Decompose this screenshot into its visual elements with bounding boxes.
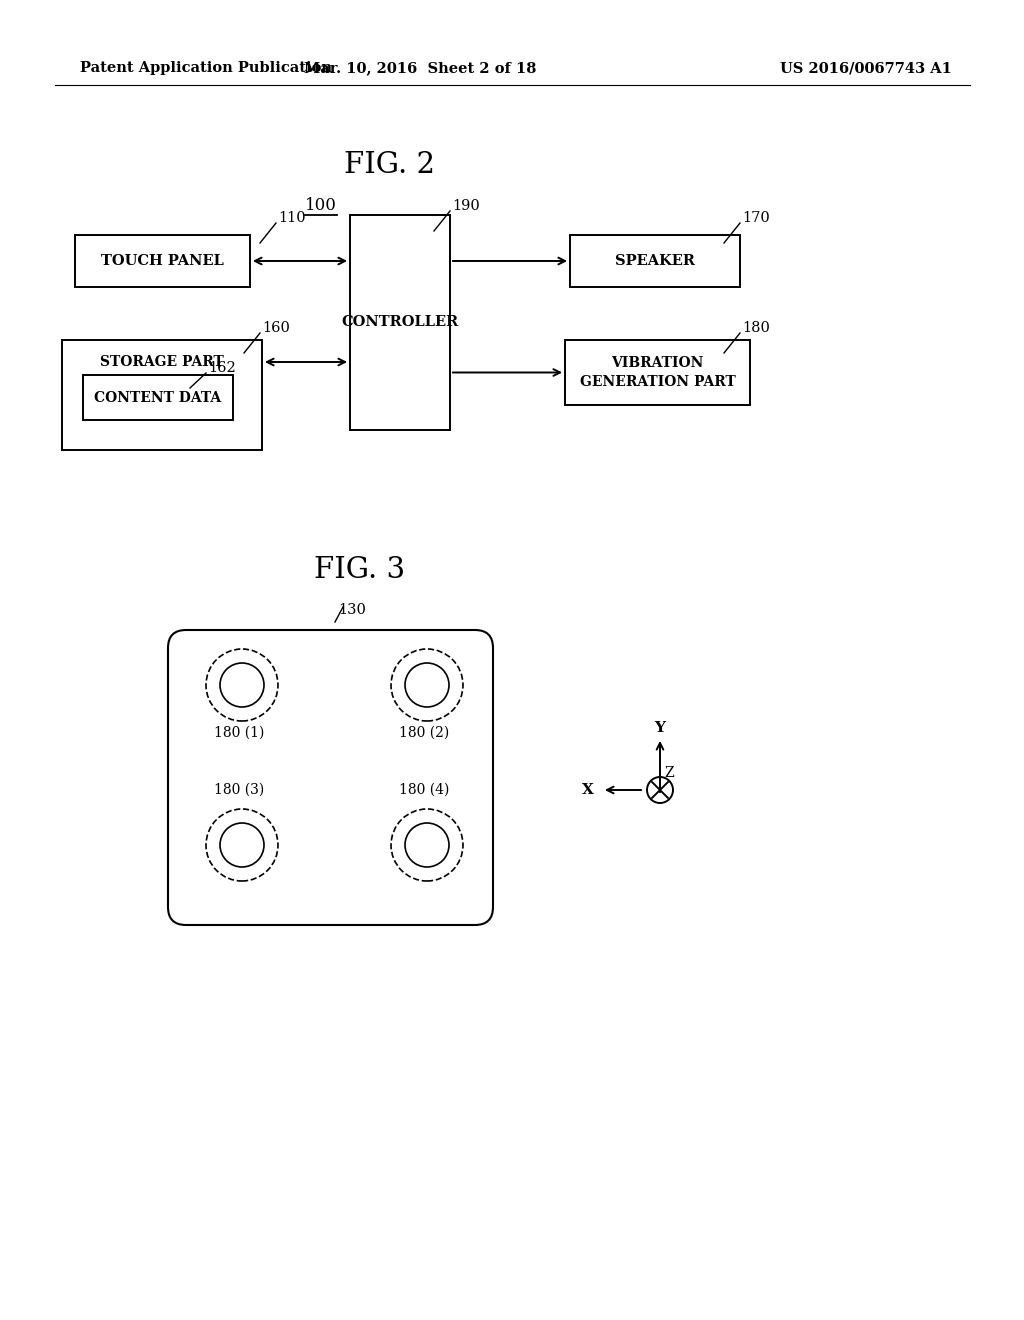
Bar bbox=[565, 341, 750, 405]
Text: FIG. 3: FIG. 3 bbox=[314, 556, 406, 583]
Text: STORAGE PART: STORAGE PART bbox=[100, 355, 224, 370]
Text: 180 (4): 180 (4) bbox=[399, 783, 450, 797]
Text: FIG. 2: FIG. 2 bbox=[344, 150, 435, 180]
Text: Y: Y bbox=[654, 721, 666, 735]
Text: 130: 130 bbox=[338, 603, 366, 616]
Text: CONTROLLER: CONTROLLER bbox=[341, 315, 459, 330]
Text: Mar. 10, 2016  Sheet 2 of 18: Mar. 10, 2016 Sheet 2 of 18 bbox=[304, 61, 537, 75]
Bar bbox=[350, 215, 450, 430]
Text: SPEAKER: SPEAKER bbox=[615, 253, 695, 268]
Text: 180: 180 bbox=[742, 321, 770, 335]
Text: 180 (1): 180 (1) bbox=[214, 726, 264, 741]
Text: 160: 160 bbox=[262, 321, 290, 335]
Text: X: X bbox=[582, 783, 594, 797]
Text: 170: 170 bbox=[742, 211, 770, 224]
Text: 100: 100 bbox=[305, 197, 337, 214]
Text: 162: 162 bbox=[208, 360, 236, 375]
FancyBboxPatch shape bbox=[168, 630, 493, 925]
Bar bbox=[83, 375, 233, 420]
Text: 180 (2): 180 (2) bbox=[399, 726, 450, 741]
Text: Patent Application Publication: Patent Application Publication bbox=[80, 61, 332, 75]
Text: TOUCH PANEL: TOUCH PANEL bbox=[101, 253, 224, 268]
Bar bbox=[570, 235, 740, 286]
Text: Z: Z bbox=[664, 766, 674, 780]
Text: 180 (3): 180 (3) bbox=[214, 783, 264, 797]
Text: 110: 110 bbox=[278, 211, 305, 224]
Bar bbox=[75, 235, 250, 286]
Bar bbox=[62, 341, 262, 450]
Text: CONTENT DATA: CONTENT DATA bbox=[94, 391, 221, 404]
Text: 190: 190 bbox=[452, 199, 480, 213]
Text: VIBRATION
GENERATION PART: VIBRATION GENERATION PART bbox=[580, 356, 735, 388]
Text: US 2016/0067743 A1: US 2016/0067743 A1 bbox=[780, 61, 952, 75]
